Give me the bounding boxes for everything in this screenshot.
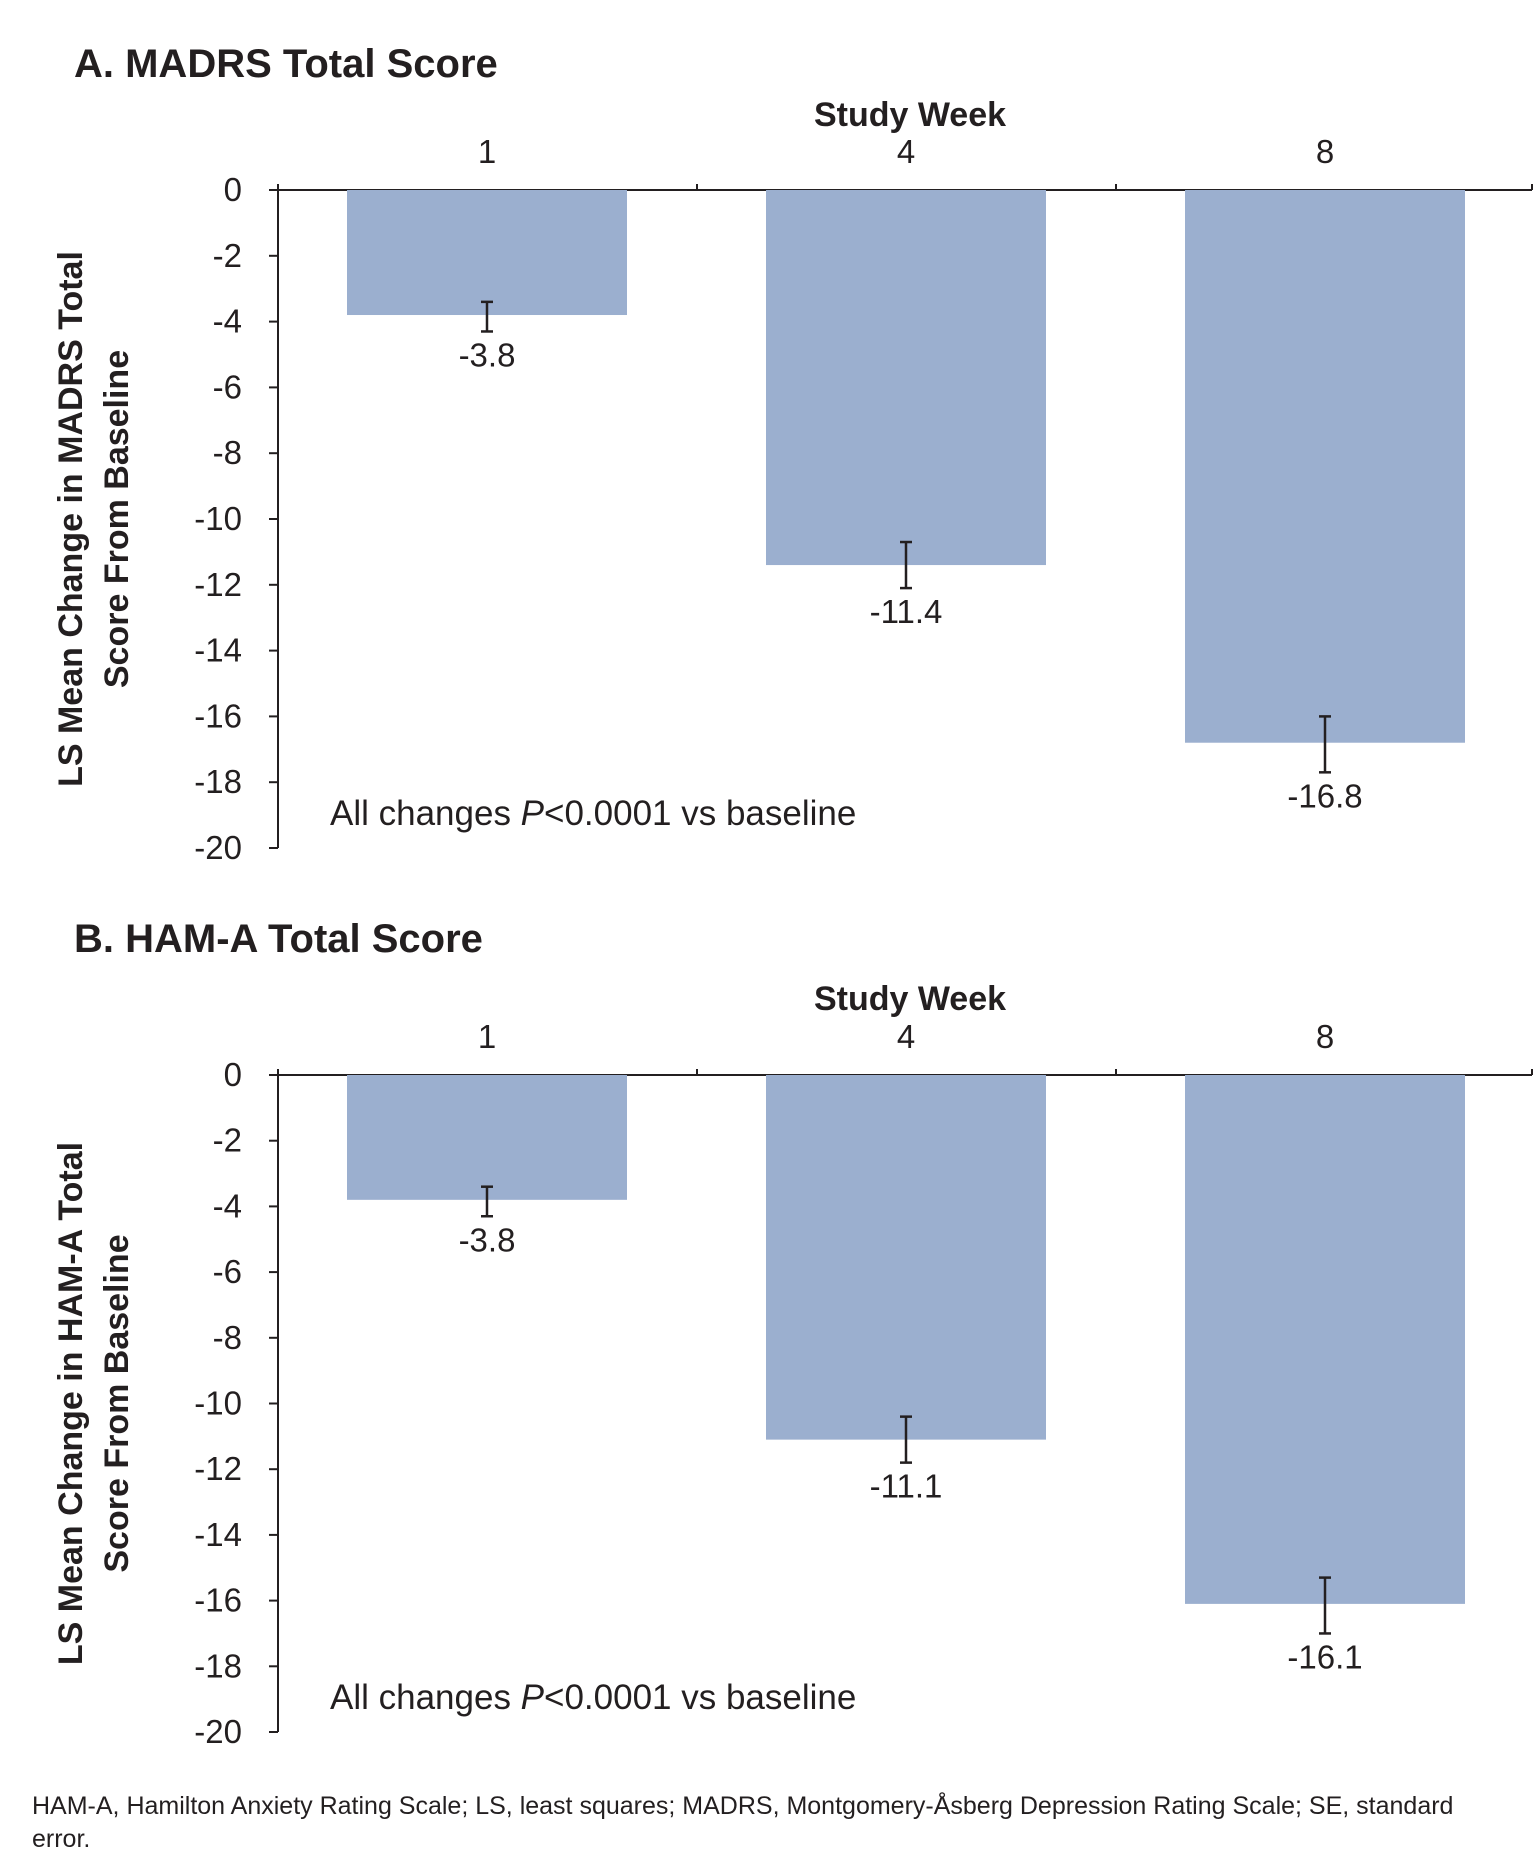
hama-x-axis-title: Study Week: [814, 980, 1006, 1018]
madrs-bar-week-1: [347, 190, 627, 316]
madrs-y-tick-label-5: -10: [194, 500, 242, 537]
hama-y-axis-title-line-1: LS Mean Change in HAM-A Total: [52, 1142, 90, 1665]
madrs-data-label-week-8: -16.8: [1287, 777, 1362, 814]
hama-category-label-week-4: 4: [897, 1018, 915, 1055]
madrs-category-label-week-4: 4: [897, 133, 915, 170]
madrs-y-tick-label-3: -6: [213, 368, 242, 405]
hama-bar-week-1: [347, 1075, 627, 1200]
hama-data-label-week-4: -11.1: [870, 1468, 943, 1505]
hama-y-tick-label-1: -2: [213, 1122, 242, 1159]
hama-y-tick-label-9: -18: [194, 1647, 242, 1684]
hama-bar-week-4: [766, 1075, 1046, 1440]
madrs-panel-title: A. MADRS Total Score: [74, 42, 498, 86]
madrs-significance-note: All changes P<0.0001 vs baseline: [330, 794, 856, 833]
hama-panel-title: B. HAM-A Total Score: [74, 917, 483, 961]
madrs-x-axis-title: Study Week: [814, 96, 1006, 134]
hama-y-tick-label-3: -6: [213, 1253, 242, 1290]
madrs-category-label-week-1: 1: [478, 133, 496, 170]
hama-y-tick-label-5: -10: [194, 1385, 242, 1422]
hama-y-tick-label-10: -20: [194, 1713, 242, 1750]
madrs-y-tick-label-8: -16: [194, 697, 242, 734]
madrs-y-tick-label-7: -14: [194, 632, 242, 669]
madrs-y-tick-label-10: -20: [194, 829, 242, 866]
hama-y-tick-label-4: -8: [213, 1319, 242, 1356]
footnote: HAM-A, Hamilton Anxiety Rating Scale; LS…: [32, 1792, 1454, 1853]
madrs-y-tick-label-6: -12: [194, 566, 242, 603]
hama-data-label-week-1: -3.8: [459, 1221, 516, 1258]
madrs-y-tick-label-0: 0: [224, 171, 242, 208]
madrs-y-tick-label-4: -8: [213, 434, 242, 471]
hama-data-label-week-8: -16.1: [1287, 1638, 1362, 1675]
hama-category-label-week-1: 1: [478, 1018, 496, 1055]
madrs-data-label-week-4: -11.4: [870, 593, 943, 630]
madrs-category-label-week-8: 8: [1316, 133, 1334, 170]
hama-y-tick-label-0: 0: [224, 1056, 242, 1093]
hama-y-tick-label-2: -4: [213, 1187, 242, 1224]
madrs-bar-week-4: [766, 190, 1046, 566]
madrs-bar-week-8: [1185, 190, 1465, 743]
madrs-y-tick-label-9: -18: [194, 763, 242, 800]
madrs-y-tick-label-2: -4: [213, 303, 242, 340]
hama-y-axis-title-line-2: Score From Baseline: [98, 1234, 136, 1572]
hama-y-tick-label-8: -16: [194, 1582, 242, 1619]
hama-category-label-week-8: 8: [1316, 1018, 1334, 1055]
hama-significance-note: All changes P<0.0001 vs baseline: [330, 1678, 856, 1717]
hama-y-tick-label-6: -12: [194, 1450, 242, 1487]
hama-y-tick-label-7: -14: [194, 1516, 242, 1553]
madrs-y-axis-title-line-2: Score From Baseline: [98, 350, 136, 688]
hama-bar-week-8: [1185, 1075, 1465, 1604]
madrs-y-tick-label-1: -2: [213, 237, 242, 274]
madrs-data-label-week-1: -3.8: [459, 336, 516, 373]
madrs-y-axis-title-line-1: LS Mean Change in MADRS Total: [52, 251, 90, 787]
